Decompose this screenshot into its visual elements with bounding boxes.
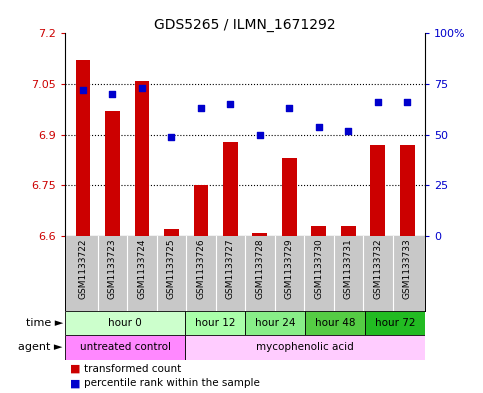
Text: GSM1133730: GSM1133730 — [314, 239, 323, 299]
Point — [227, 101, 234, 108]
Text: GSM1133724: GSM1133724 — [137, 239, 146, 299]
Bar — [245, 311, 305, 335]
Text: transformed count: transformed count — [84, 364, 181, 374]
Bar — [305, 311, 365, 335]
Point — [197, 105, 205, 112]
Point — [285, 105, 293, 112]
Text: hour 0: hour 0 — [108, 318, 142, 328]
Point — [315, 123, 323, 130]
Text: GSM1133731: GSM1133731 — [344, 239, 353, 299]
Bar — [185, 335, 425, 360]
Point — [403, 99, 411, 105]
Text: mycophenolic acid: mycophenolic acid — [256, 342, 354, 353]
Point — [168, 134, 175, 140]
Text: GSM1133727: GSM1133727 — [226, 239, 235, 299]
Title: GDS5265 / ILMN_1671292: GDS5265 / ILMN_1671292 — [154, 18, 336, 32]
Bar — [75, 61, 90, 236]
Bar — [370, 145, 385, 236]
Text: agent ►: agent ► — [18, 342, 63, 353]
Text: hour 24: hour 24 — [255, 318, 296, 328]
Text: time ►: time ► — [26, 318, 63, 328]
Text: ■: ■ — [70, 364, 81, 374]
Bar — [312, 226, 326, 236]
Text: GSM1133729: GSM1133729 — [285, 239, 294, 299]
Text: GSM1133725: GSM1133725 — [167, 239, 176, 299]
Bar — [65, 311, 185, 335]
Bar — [341, 226, 355, 236]
Text: GSM1133728: GSM1133728 — [256, 239, 264, 299]
Bar — [65, 335, 185, 360]
Text: GSM1133726: GSM1133726 — [197, 239, 205, 299]
Bar — [135, 81, 149, 236]
Text: percentile rank within the sample: percentile rank within the sample — [84, 378, 259, 388]
Text: GSM1133722: GSM1133722 — [78, 239, 87, 299]
Point — [79, 87, 87, 93]
Text: hour 72: hour 72 — [375, 318, 415, 328]
Bar — [365, 311, 425, 335]
Bar — [105, 111, 120, 236]
Text: hour 48: hour 48 — [315, 318, 355, 328]
Text: GSM1133733: GSM1133733 — [403, 239, 412, 299]
Bar — [185, 311, 245, 335]
Bar — [164, 230, 179, 236]
Point — [138, 85, 146, 91]
Text: GSM1133723: GSM1133723 — [108, 239, 117, 299]
Point — [109, 91, 116, 97]
Text: hour 12: hour 12 — [195, 318, 235, 328]
Point — [374, 99, 382, 105]
Text: GSM1133732: GSM1133732 — [373, 239, 383, 299]
Bar — [194, 185, 208, 236]
Bar — [223, 141, 238, 236]
Point — [344, 128, 352, 134]
Bar — [282, 158, 297, 236]
Text: untreated control: untreated control — [80, 342, 170, 353]
Point — [256, 132, 264, 138]
Text: ■: ■ — [70, 378, 81, 388]
Bar — [400, 145, 415, 236]
Bar — [253, 233, 267, 236]
